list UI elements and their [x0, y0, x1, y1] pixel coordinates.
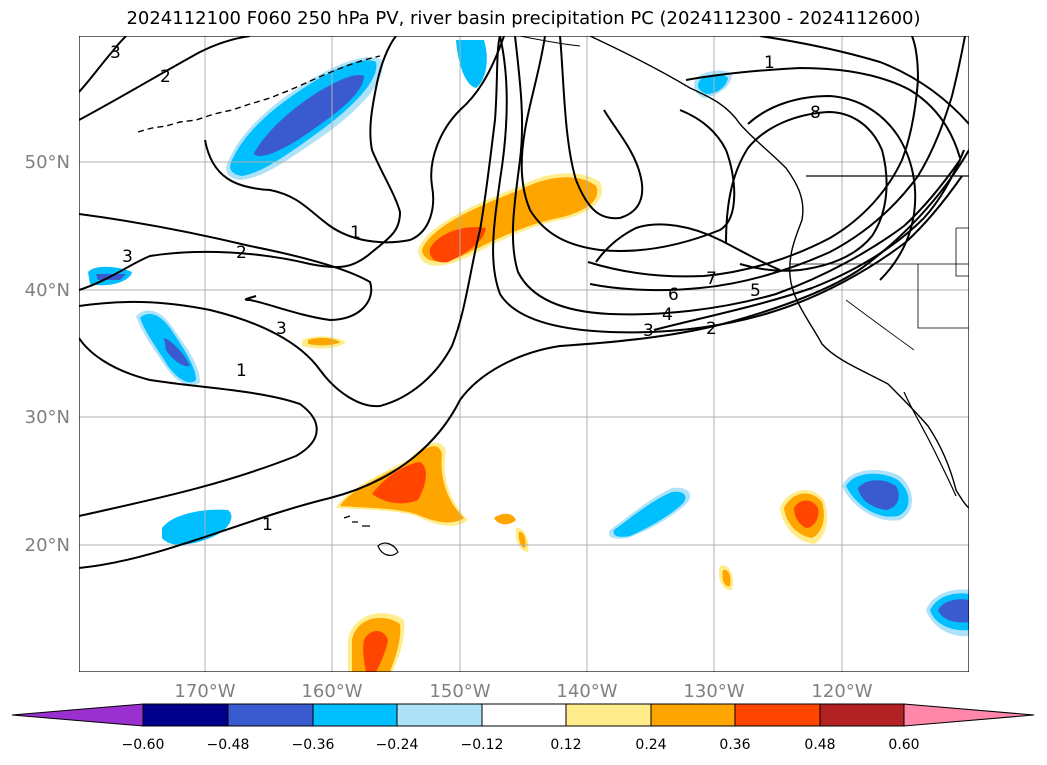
colorbar-tick: 0.48	[804, 737, 835, 753]
lat-label-20n: 20°N	[25, 535, 70, 556]
contour-label: 2	[706, 319, 717, 339]
colorbar-tick: −0.36	[292, 737, 335, 753]
colorbar-tick: 0.24	[635, 737, 666, 753]
map-title: 2024112100 F060 250 hPa PV, river basin …	[126, 8, 921, 29]
contour-label: 6	[668, 285, 679, 305]
contour-label: 3	[110, 43, 121, 63]
contour-label: 5	[750, 281, 761, 301]
colorbar-segment	[650, 703, 736, 727]
colorbar-max-extend	[903, 703, 1035, 727]
colorbar	[11, 703, 1035, 727]
pv-contours	[79, 36, 969, 569]
precip-pc-shading	[88, 40, 969, 672]
contour-label: 2	[160, 67, 171, 87]
coastlines	[137, 36, 969, 556]
colorbar-tick: 0.36	[719, 737, 750, 753]
contour-label: 1	[350, 223, 361, 243]
contour-label: 3	[643, 321, 654, 341]
colorbar-ticks: −0.60 −0.48 −0.36 −0.24 −0.12 0.12 0.24 …	[122, 737, 920, 753]
contour-label: 3	[122, 247, 133, 267]
map-panel: 3 2 1 2 3 3 1 1 1 7 8 7 6 5 4 3 2	[79, 36, 969, 672]
colorbar-segment	[142, 703, 229, 727]
colorbar-tick: −0.12	[461, 737, 504, 753]
contour-label: 1	[262, 515, 273, 535]
colorbar-tick: −0.24	[376, 737, 419, 753]
colorbar-segment	[734, 703, 821, 727]
contour-label: 1	[764, 53, 775, 73]
lon-label-140w: 140°W	[556, 681, 617, 702]
colorbar-tick: 0.60	[888, 737, 919, 753]
colorbar-min-extend	[11, 703, 144, 727]
colorbar-segment	[481, 703, 567, 727]
colorbar-segment	[819, 703, 905, 727]
lon-labels: 170°W 160°W 150°W 140°W 130°W 120°W	[174, 681, 872, 702]
contour-label: 1	[236, 361, 247, 381]
colorbar-tick: 0.12	[550, 737, 581, 753]
contour-label: 3	[276, 319, 287, 339]
contour-label: 4	[662, 305, 673, 325]
lon-label-120w: 120°W	[811, 681, 872, 702]
lat-label-30n: 30°N	[25, 407, 70, 428]
colorbar-segment	[227, 703, 314, 727]
colorbar-segment	[396, 703, 483, 727]
lon-label-130w: 130°W	[683, 681, 744, 702]
colorbar-tick: −0.48	[207, 737, 250, 753]
pv-contour-labels: 3 2 1 2 3 3 1 1 1 7 8 7 6 5 4 3 2	[110, 43, 821, 535]
contour-label: 7	[706, 269, 717, 289]
contour-label: 8	[810, 103, 821, 123]
lon-label-170w: 170°W	[174, 681, 235, 702]
lat-label-50n: 50°N	[25, 152, 70, 173]
lat-label-40n: 40°N	[25, 280, 70, 301]
lat-labels: 50°N 40°N 30°N 20°N	[25, 152, 70, 556]
contour-label: 2	[236, 243, 247, 263]
colorbar-tick: −0.60	[122, 737, 165, 753]
colorbar-segment	[312, 703, 398, 727]
lon-label-160w: 160°W	[301, 681, 362, 702]
lon-label-150w: 150°W	[429, 681, 490, 702]
colorbar-segment	[565, 703, 652, 727]
